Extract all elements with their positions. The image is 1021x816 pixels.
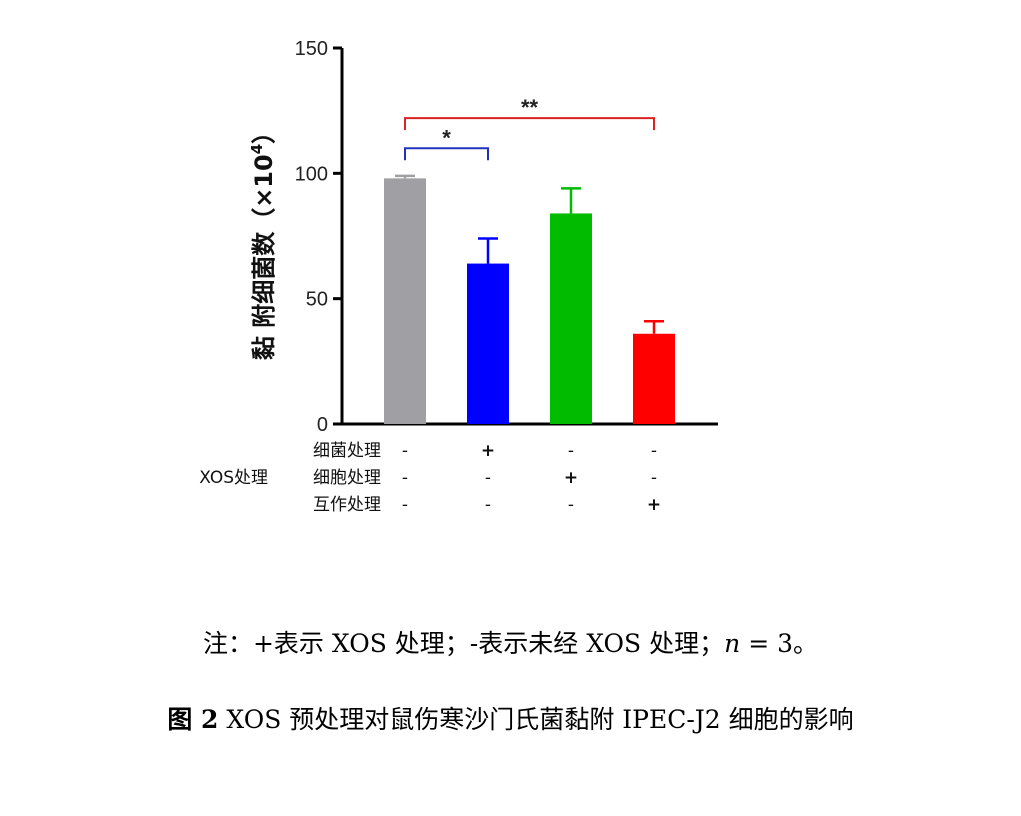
treatment-mark: - [568, 495, 574, 515]
treatment-group-label: XOS处理 [199, 468, 268, 488]
significance-bracket [404, 147, 489, 161]
treatment-mark: - [651, 468, 657, 488]
treatment-mark: - [485, 495, 491, 515]
bar [467, 263, 509, 424]
treatment-mark: + [564, 468, 578, 488]
treatment-row-label: 互作处理 [313, 495, 381, 515]
treatment-mark: - [402, 468, 408, 488]
y-ticks: 0 50 100 150 [295, 38, 342, 436]
figure-label: 图 2 [167, 705, 219, 734]
y-tick-label: 0 [317, 414, 328, 436]
treatment-mark: - [485, 468, 491, 488]
figure-title: XOS 预处理对鼠伤寒沙门氏菌黏附 IPEC-J2 细胞的影响 [218, 705, 854, 734]
treatment-row-label: 细菌处理 [313, 441, 381, 461]
note-n: n [724, 629, 741, 658]
treatment-mark: - [402, 441, 408, 461]
treatment-mark: + [647, 495, 661, 515]
treatment-mark: - [651, 441, 657, 461]
significance-brackets: *** [404, 95, 655, 161]
note-text: 注：+表示 XOS 处理；-表示未经 XOS 处理； [202, 629, 725, 658]
treatment-mark: - [402, 495, 408, 515]
note-tail: = 3。 [740, 629, 818, 658]
figure-caption: 图 2 XOS 预处理对鼠伤寒沙门氏菌黏附 IPEC-J2 细胞的影响 [0, 700, 1021, 736]
treatment-table: 细菌处理 - + - - 细胞处理 - - + - 互作处理 - - - + XOS处理 [199, 441, 661, 515]
bar [550, 213, 592, 424]
y-axis-label-exponent: 4 [248, 144, 266, 154]
bar [384, 178, 426, 424]
bars [384, 174, 675, 424]
y-axis-label-close: ） [250, 120, 278, 144]
y-axis-label-main: 黏 附细菌数（ [250, 208, 278, 360]
y-axis-label: 黏 附细菌数（×104） [248, 120, 278, 360]
significance-bracket [404, 117, 655, 131]
y-tick-label: 50 [306, 289, 328, 311]
bar [633, 333, 675, 424]
figure-note: 注：+表示 XOS 处理；-表示未经 XOS 处理；n = 3。 [0, 624, 1021, 660]
y-axis-label-times: ×10 [250, 154, 278, 208]
y-tick-label: 100 [295, 163, 328, 185]
y-tick-label: 150 [295, 38, 328, 60]
significance-label: * [442, 125, 451, 150]
treatment-mark: + [481, 441, 495, 461]
treatment-mark: - [568, 441, 574, 461]
significance-label: ** [521, 95, 539, 120]
treatment-row-label: 细胞处理 [313, 468, 381, 488]
